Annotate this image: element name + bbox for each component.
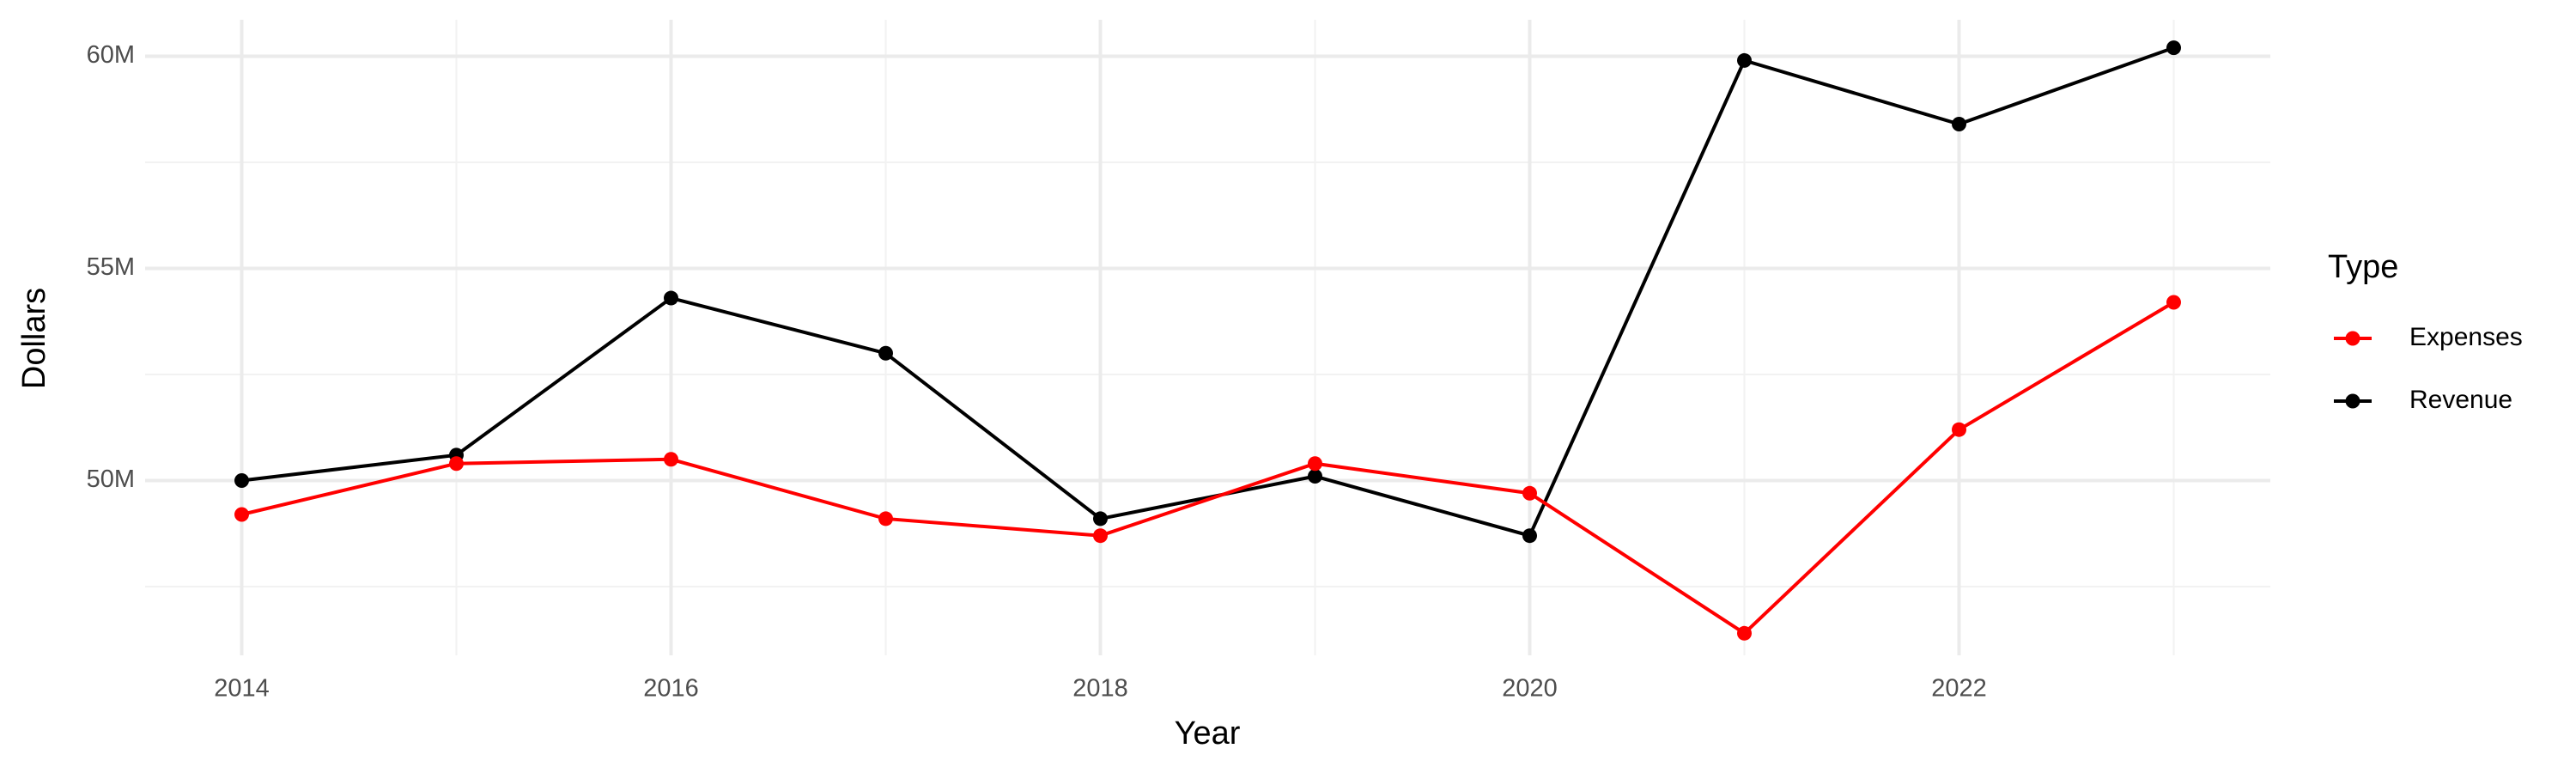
point — [1737, 52, 1752, 68]
y-axis-title: Dollars — [16, 288, 52, 389]
point — [1737, 625, 1752, 641]
legend-label: Revenue — [2409, 386, 2512, 414]
legend-title: Type — [2328, 249, 2398, 285]
legend-key-point — [2345, 331, 2360, 346]
x-tick-label: 2014 — [214, 675, 270, 703]
point — [2166, 295, 2181, 310]
point — [234, 507, 249, 522]
y-tick-label: 60M — [87, 41, 135, 69]
point — [449, 456, 464, 472]
point — [1522, 485, 1537, 501]
point — [1093, 528, 1108, 544]
point — [1952, 422, 1966, 437]
x-tick-label: 2022 — [1931, 675, 1987, 703]
x-tick-label: 2016 — [643, 675, 699, 703]
point — [1308, 469, 1322, 484]
point — [878, 511, 893, 526]
point — [1522, 528, 1537, 544]
point — [1093, 511, 1108, 526]
x-tick-label: 2020 — [1502, 675, 1558, 703]
point — [1952, 117, 1966, 132]
point — [1308, 456, 1322, 472]
series-line — [241, 301, 2175, 636]
point — [878, 345, 893, 361]
point — [2166, 40, 2181, 56]
x-axis-title: Year — [1175, 715, 1241, 752]
y-tick-label: 50M — [87, 466, 135, 493]
y-tick-label: 55M — [87, 253, 135, 281]
series-line — [241, 46, 2175, 539]
x-tick-label: 2018 — [1072, 675, 1128, 703]
point — [234, 472, 249, 488]
legend-label: Expenses — [2409, 323, 2523, 351]
point — [664, 452, 678, 467]
point — [664, 290, 678, 306]
legend-key-point — [2345, 393, 2360, 409]
